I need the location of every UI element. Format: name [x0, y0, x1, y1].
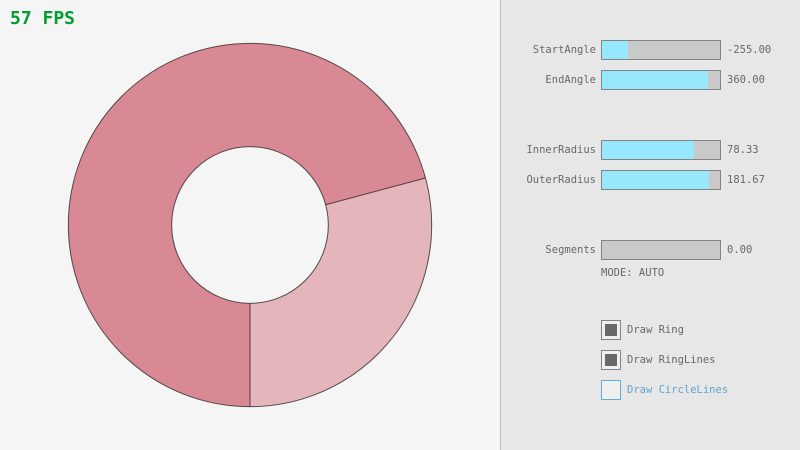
end-angle-slider-fill [602, 71, 709, 89]
ring-drawing-canvas [67, 42, 433, 408]
segments-slider-row: Segments 0.00 [501, 240, 800, 260]
outer-radius-slider-row: OuterRadius 181.67 [501, 170, 800, 190]
start-angle-label: StartAngle [532, 44, 596, 56]
draw-ringlines-checkbox[interactable] [601, 350, 621, 370]
start-angle-slider[interactable] [601, 40, 721, 60]
draw-ring-checkbox-row: Draw Ring [501, 320, 800, 340]
start-angle-slider-fill [602, 41, 628, 59]
outer-radius-slider-fill [602, 171, 710, 189]
draw-circlelines-checkbox[interactable] [601, 380, 621, 400]
end-angle-value: 360.00 [727, 74, 765, 86]
outer-radius-label: OuterRadius [526, 174, 596, 186]
control-panel: StartAngle -255.00 EndAngle 360.00 Inner… [500, 0, 800, 450]
outer-radius-value: 181.67 [727, 174, 765, 186]
inner-radius-label: InnerRadius [526, 144, 596, 156]
segments-label: Segments [545, 244, 596, 256]
inner-radius-slider-fill [602, 141, 695, 159]
end-angle-slider[interactable] [601, 70, 721, 90]
inner-radius-slider-row: InnerRadius 78.33 [501, 140, 800, 160]
draw-ring-checkmark [605, 324, 617, 336]
ring-start-angle-line [325, 177, 426, 206]
start-angle-slider-row: StartAngle -255.00 [501, 40, 800, 60]
draw-ring-checkbox[interactable] [601, 320, 621, 340]
inner-radius-slider[interactable] [601, 140, 721, 160]
fps-counter: 57 FPS [10, 8, 76, 29]
segments-mode-text: MODE: AUTO [601, 267, 665, 279]
segments-slider[interactable] [601, 240, 721, 260]
ring-inner-outline [171, 146, 329, 304]
draw-circlelines-label: Draw CircleLines [627, 384, 729, 396]
draw-ringlines-label: Draw RingLines [627, 354, 716, 366]
draw-circlelines-checkbox-row: Draw CircleLines [501, 380, 800, 400]
draw-ringlines-checkmark [605, 354, 617, 366]
start-angle-value: -255.00 [727, 44, 772, 56]
end-angle-label: EndAngle [545, 74, 596, 86]
segments-value: 0.00 [727, 244, 753, 256]
draw-ringlines-checkbox-row: Draw RingLines [501, 350, 800, 370]
outer-radius-slider[interactable] [601, 170, 721, 190]
ring-single-pass-region [250, 177, 432, 407]
end-angle-slider-row: EndAngle 360.00 [501, 70, 800, 90]
draw-ring-label: Draw Ring [627, 324, 684, 336]
inner-radius-value: 78.33 [727, 144, 759, 156]
